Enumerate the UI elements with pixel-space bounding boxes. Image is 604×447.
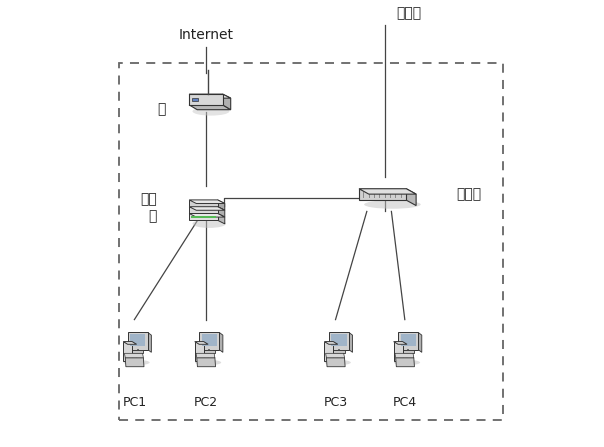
Polygon shape xyxy=(189,200,217,207)
Polygon shape xyxy=(223,94,231,110)
Polygon shape xyxy=(394,342,407,344)
Polygon shape xyxy=(217,207,225,217)
Polygon shape xyxy=(400,334,416,346)
Text: PC3: PC3 xyxy=(324,396,347,409)
Polygon shape xyxy=(217,200,225,210)
Polygon shape xyxy=(359,189,416,194)
Polygon shape xyxy=(418,333,422,352)
Text: Internet: Internet xyxy=(178,29,233,42)
Text: PC1: PC1 xyxy=(123,396,146,409)
Polygon shape xyxy=(396,358,414,367)
Polygon shape xyxy=(199,333,219,350)
Polygon shape xyxy=(395,353,414,358)
Polygon shape xyxy=(219,333,223,352)
Polygon shape xyxy=(189,94,223,105)
Polygon shape xyxy=(189,214,225,217)
Polygon shape xyxy=(402,350,414,353)
Polygon shape xyxy=(148,333,152,352)
Polygon shape xyxy=(326,353,344,358)
Ellipse shape xyxy=(124,360,150,365)
Polygon shape xyxy=(349,333,353,352)
Polygon shape xyxy=(197,358,216,367)
Polygon shape xyxy=(124,353,143,358)
Polygon shape xyxy=(130,334,146,346)
Polygon shape xyxy=(331,334,347,346)
Text: PC4: PC4 xyxy=(393,396,417,409)
Ellipse shape xyxy=(364,200,420,209)
Polygon shape xyxy=(204,342,208,364)
Polygon shape xyxy=(398,333,418,350)
Polygon shape xyxy=(204,350,215,353)
Polygon shape xyxy=(359,189,406,200)
Polygon shape xyxy=(132,350,143,353)
Polygon shape xyxy=(194,342,204,361)
Polygon shape xyxy=(324,342,333,361)
Polygon shape xyxy=(326,358,345,367)
Ellipse shape xyxy=(193,107,230,116)
Polygon shape xyxy=(194,342,208,344)
Polygon shape xyxy=(189,207,225,210)
Polygon shape xyxy=(189,214,217,220)
Text: 路由
器: 路由 器 xyxy=(140,192,156,224)
Polygon shape xyxy=(132,342,137,364)
Ellipse shape xyxy=(325,360,351,365)
Polygon shape xyxy=(394,342,403,361)
Ellipse shape xyxy=(193,219,226,228)
Polygon shape xyxy=(123,342,137,344)
Polygon shape xyxy=(202,334,217,346)
Polygon shape xyxy=(193,98,198,101)
Polygon shape xyxy=(333,350,344,353)
Polygon shape xyxy=(189,207,217,214)
Polygon shape xyxy=(127,333,148,350)
Polygon shape xyxy=(217,214,225,224)
Polygon shape xyxy=(123,342,132,361)
Text: PC2: PC2 xyxy=(194,396,218,409)
Text: 交换机: 交换机 xyxy=(456,187,481,202)
Ellipse shape xyxy=(394,360,420,365)
Text: 猫: 猫 xyxy=(157,102,165,117)
Polygon shape xyxy=(189,94,231,98)
Polygon shape xyxy=(324,342,338,344)
Polygon shape xyxy=(403,342,407,364)
Polygon shape xyxy=(189,105,231,110)
Polygon shape xyxy=(406,189,416,206)
Polygon shape xyxy=(191,216,216,218)
Polygon shape xyxy=(333,342,338,364)
Polygon shape xyxy=(329,333,349,350)
Polygon shape xyxy=(125,358,144,367)
Polygon shape xyxy=(189,200,225,203)
Ellipse shape xyxy=(195,360,221,365)
Text: 公司网: 公司网 xyxy=(397,6,422,20)
Polygon shape xyxy=(196,353,215,358)
